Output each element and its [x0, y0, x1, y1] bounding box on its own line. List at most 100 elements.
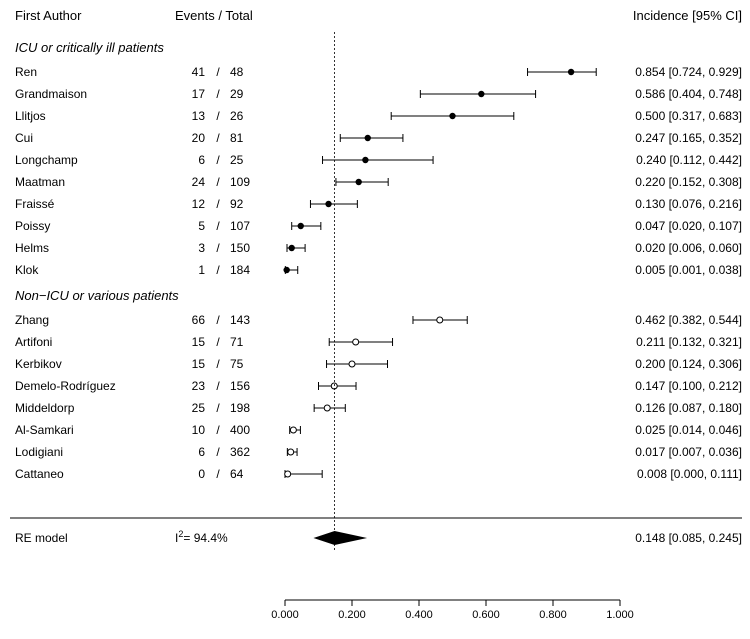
- events-value: 13: [192, 109, 206, 123]
- ci-text: 0.147 [0.100, 0.212]: [635, 379, 742, 393]
- events-slash: /: [216, 87, 220, 101]
- ci-text: 0.586 [0.404, 0.748]: [635, 87, 742, 101]
- point-marker-filled: [289, 245, 295, 251]
- point-marker-open: [349, 361, 355, 367]
- ci-text: 0.025 [0.014, 0.046]: [635, 423, 742, 437]
- ci-text: 0.017 [0.007, 0.036]: [635, 445, 742, 459]
- x-tick-label: 0.400: [405, 609, 433, 621]
- header-incidence: Incidence [95% CI]: [633, 8, 742, 23]
- ci-text: 0.854 [0.724, 0.929]: [635, 65, 742, 79]
- point-marker-open: [324, 405, 330, 411]
- events-slash: /: [216, 357, 220, 371]
- total-value: 400: [230, 423, 250, 437]
- events-slash: /: [216, 379, 220, 393]
- subgroup-title: ICU or critically ill patients: [15, 40, 164, 55]
- point-marker-open: [353, 339, 359, 345]
- x-tick-label: 0.000: [271, 609, 299, 621]
- total-value: 75: [230, 357, 244, 371]
- events-value: 15: [192, 335, 206, 349]
- author-label: Cui: [15, 131, 33, 145]
- author-label: Fraissé: [15, 197, 55, 211]
- author-label: Kerbikov: [15, 357, 62, 371]
- events-slash: /: [216, 263, 220, 277]
- ci-text: 0.500 [0.317, 0.683]: [635, 109, 742, 123]
- point-marker-filled: [449, 113, 455, 119]
- ci-text: 0.005 [0.001, 0.038]: [635, 263, 742, 277]
- events-value: 10: [192, 423, 206, 437]
- author-label: Helms: [15, 241, 49, 255]
- forest-plot: First Author Events / Total Incidence [95%…: [0, 0, 750, 639]
- total-value: 362: [230, 445, 250, 459]
- events-value: 1: [198, 263, 205, 277]
- events-value: 25: [192, 401, 206, 415]
- author-label: Poissy: [15, 219, 50, 233]
- events-value: 6: [198, 153, 205, 167]
- events-value: 12: [192, 197, 206, 211]
- point-marker-filled: [568, 69, 574, 75]
- events-slash: /: [216, 241, 220, 255]
- events-slash: /: [216, 423, 220, 437]
- events-value: 5: [198, 219, 205, 233]
- point-marker-filled: [365, 135, 371, 141]
- ci-text: 0.047 [0.020, 0.107]: [635, 219, 742, 233]
- author-label: Llitjos: [15, 109, 46, 123]
- subgroup-title: Non−ICU or various patients: [15, 288, 179, 303]
- author-label: Grandmaison: [15, 87, 87, 101]
- events-value: 0: [198, 467, 205, 481]
- author-label: Zhang: [15, 313, 49, 327]
- author-label: Klok: [15, 263, 39, 277]
- total-value: 198: [230, 401, 250, 415]
- summary-diamond: [313, 531, 367, 545]
- ci-text: 0.020 [0.006, 0.060]: [635, 241, 742, 255]
- ci-text: 0.247 [0.165, 0.352]: [635, 131, 742, 145]
- point-marker-open: [290, 427, 296, 433]
- ci-text: 0.220 [0.152, 0.308]: [635, 175, 742, 189]
- ci-text: 0.200 [0.124, 0.306]: [635, 357, 742, 371]
- ci-text: 0.008 [0.000, 0.111]: [637, 467, 742, 481]
- author-label: Artifoni: [15, 335, 52, 349]
- total-value: 107: [230, 219, 250, 233]
- total-value: 64: [230, 467, 244, 481]
- point-marker-filled: [356, 179, 362, 185]
- events-value: 6: [198, 445, 205, 459]
- events-slash: /: [216, 335, 220, 349]
- point-marker-filled: [283, 267, 289, 273]
- events-slash: /: [216, 153, 220, 167]
- events-value: 23: [192, 379, 206, 393]
- total-value: 156: [230, 379, 250, 393]
- author-label: Cattaneo: [15, 467, 64, 481]
- ci-text: 0.462 [0.382, 0.544]: [635, 313, 742, 327]
- total-value: 26: [230, 109, 244, 123]
- events-slash: /: [216, 109, 220, 123]
- ci-text: 0.240 [0.112, 0.442]: [636, 153, 742, 167]
- total-value: 81: [230, 131, 244, 145]
- author-label: Middeldorp: [15, 401, 75, 415]
- events-slash: /: [216, 219, 220, 233]
- x-tick-label: 0.600: [472, 609, 500, 621]
- events-value: 17: [192, 87, 206, 101]
- author-label: Ren: [15, 65, 37, 79]
- events-value: 20: [192, 131, 206, 145]
- total-value: 109: [230, 175, 250, 189]
- point-marker-open: [285, 471, 291, 477]
- events-value: 24: [192, 175, 206, 189]
- header-events-total: Events / Total: [175, 8, 253, 23]
- header-first-author: First Author: [15, 8, 82, 23]
- point-marker-open: [288, 449, 294, 455]
- total-value: 143: [230, 313, 250, 327]
- events-value: 15: [192, 357, 206, 371]
- author-label: Maatman: [15, 175, 65, 189]
- events-slash: /: [216, 65, 220, 79]
- events-slash: /: [216, 131, 220, 145]
- summary-label: RE model: [15, 531, 68, 545]
- events-slash: /: [216, 445, 220, 459]
- i2-label: I2= 94.4%: [175, 529, 228, 545]
- point-marker-open: [437, 317, 443, 323]
- author-label: Longchamp: [15, 153, 78, 167]
- point-marker-filled: [325, 201, 331, 207]
- events-value: 3: [198, 241, 205, 255]
- total-value: 29: [230, 87, 244, 101]
- author-label: Lodigiani: [15, 445, 63, 459]
- point-marker-filled: [478, 91, 484, 97]
- total-value: 184: [230, 263, 250, 277]
